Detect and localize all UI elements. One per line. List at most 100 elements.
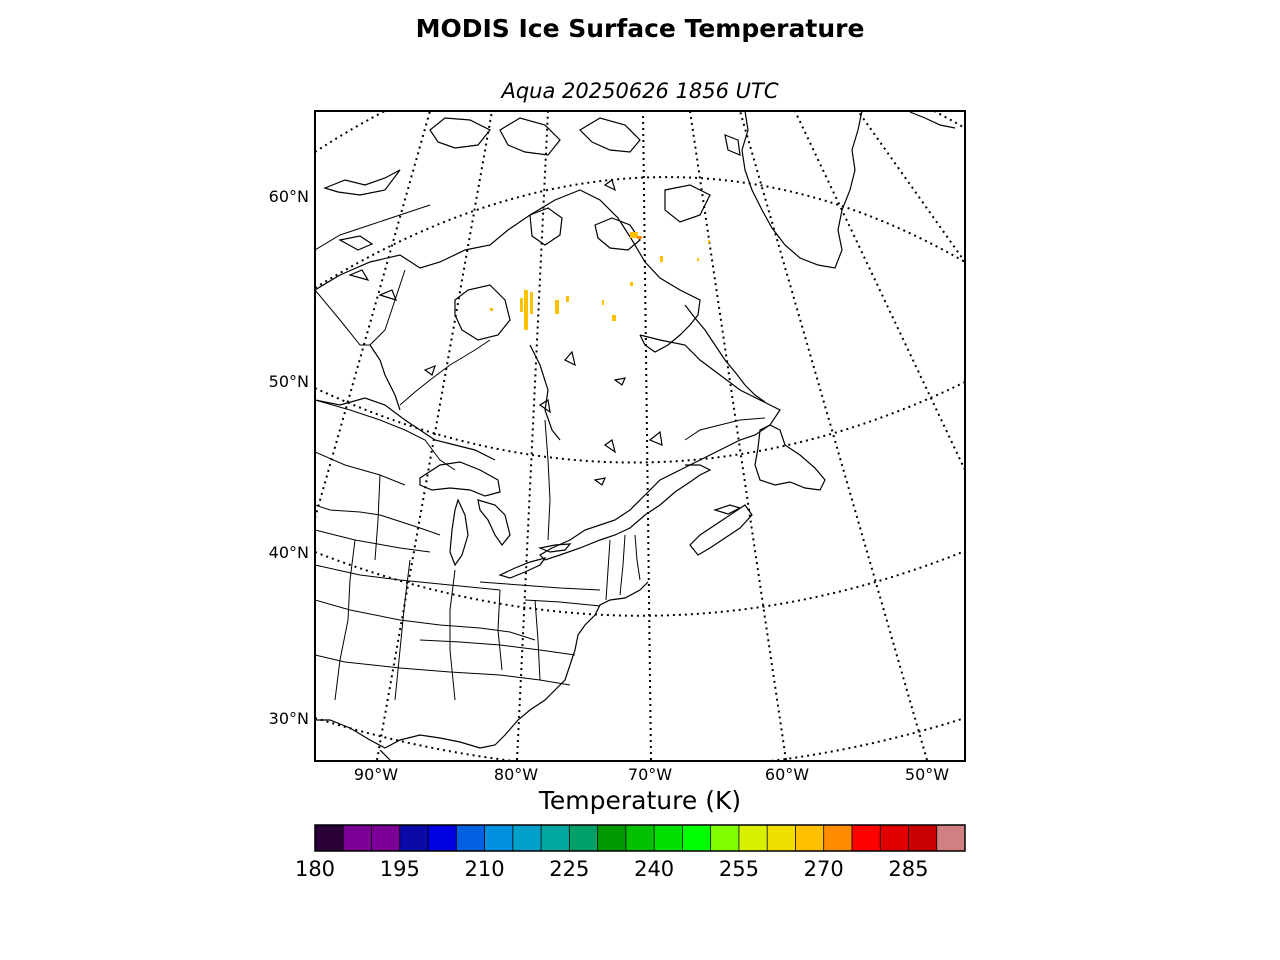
map-area <box>315 111 965 761</box>
longitude-labels: 90°W 80°W 70°W 60°W 50°W <box>354 765 949 784</box>
gridline-lon-90 <box>376 111 493 761</box>
canada-province-border-1 <box>399 339 491 406</box>
florida <box>379 749 391 761</box>
map-frame <box>314 110 966 762</box>
chart-title: MODIS Ice Surface Temperature <box>415 14 865 43</box>
ice-pixel <box>524 290 528 330</box>
state-border-v7 <box>605 539 611 601</box>
colorbar-segment <box>512 825 542 851</box>
lake-superior <box>419 461 501 497</box>
ice-pixel <box>602 300 604 305</box>
colorbar-segment <box>823 825 853 851</box>
colorbar-segment <box>456 825 485 851</box>
canada-province-border-6 <box>369 269 406 346</box>
colorbar-segment <box>767 825 796 851</box>
ice-pixel <box>630 282 633 286</box>
ice-pixel <box>630 232 638 238</box>
longitude-gridlines <box>315 111 965 761</box>
ice-pixel <box>612 315 616 321</box>
hudson-bay-south-coast <box>369 344 401 411</box>
coastlines <box>315 111 956 761</box>
latitude-gridlines <box>315 111 965 761</box>
pei <box>713 504 742 515</box>
colorbar-segment <box>710 825 740 851</box>
small-islands <box>338 111 956 301</box>
gridline-lat-40 <box>315 550 965 617</box>
lat-label-40: 40°N <box>269 543 309 562</box>
colorbar-segment <box>682 825 711 851</box>
state-border-8 <box>524 599 601 607</box>
state-border-1 <box>315 451 406 486</box>
ice-pixel <box>490 308 493 311</box>
state-border-v8 <box>619 534 626 596</box>
ice-pixel <box>660 256 663 262</box>
colorbar-tick-label: 195 <box>380 857 420 881</box>
colorbar-segment <box>569 825 598 851</box>
lon-label-60w: 60°W <box>765 765 809 784</box>
state-border-v2 <box>334 539 356 701</box>
colorbar <box>315 825 966 851</box>
gridline-lon-60 <box>689 111 787 761</box>
canada-us-border <box>315 399 456 471</box>
gridline-lat-50 <box>315 381 965 464</box>
lake-ontario <box>537 543 572 553</box>
lat-label-60: 60°N <box>269 187 309 206</box>
ice-pixel <box>637 236 642 239</box>
state-border-v1 <box>374 474 381 561</box>
gulf-coast <box>315 719 481 749</box>
labrador-coast <box>684 304 766 403</box>
state-border-3 <box>315 529 431 553</box>
gridline-lon-100 <box>315 111 431 519</box>
state-border-v9 <box>634 534 641 581</box>
ice-pixel <box>708 240 710 243</box>
arctic-islands <box>323 117 711 251</box>
lake-huron <box>477 499 511 547</box>
state-border-5 <box>315 599 536 641</box>
ice-temperature-pixels <box>490 232 710 330</box>
gridline-lon-40 <box>794 111 965 471</box>
gridline-lat-60 <box>315 176 965 289</box>
ice-pixel <box>566 296 569 302</box>
ice-pixel <box>520 298 523 312</box>
quebec-coast <box>599 334 781 526</box>
state-border-7 <box>479 581 601 591</box>
gridline-lon-80 <box>516 111 549 761</box>
latitude-labels: 60°N 50°N 40°N 30°N <box>269 187 309 728</box>
canada-province-border-4 <box>684 417 766 441</box>
colorbar-segment <box>908 825 938 851</box>
canada-province-border-3 <box>315 204 431 251</box>
colorbar-segment <box>541 825 570 851</box>
gridline-lat-30 <box>315 717 965 761</box>
lon-label-80w: 80°W <box>494 765 538 784</box>
colorbar-tick-label: 270 <box>804 857 844 881</box>
state-border-v5 <box>497 589 503 671</box>
lon-label-70w: 70°W <box>628 765 672 784</box>
colorbar-tick-label: 210 <box>465 857 505 881</box>
colorbar-segment <box>851 825 881 851</box>
state-border-2 <box>315 504 441 536</box>
ice-pixel <box>555 300 559 314</box>
colorbar-segment <box>371 825 401 851</box>
state-border-v3 <box>394 559 411 701</box>
lon-label-50w: 50°W <box>905 765 949 784</box>
lake-michigan <box>449 498 469 567</box>
canada-province-border-5 <box>315 289 370 346</box>
gridline-lon-50 <box>739 111 928 761</box>
lat-label-30: 30°N <box>269 709 309 728</box>
colorbar-segment <box>738 825 768 851</box>
newfoundland <box>754 424 826 491</box>
greenland <box>741 111 863 269</box>
colorbar-tick-label: 285 <box>888 857 928 881</box>
political-borders <box>315 204 766 701</box>
colorbar-segment <box>343 825 372 851</box>
state-border-6 <box>315 654 571 686</box>
chart-subtitle: Aqua 20250626 1856 UTC <box>501 79 779 103</box>
colorbar-segment <box>315 825 344 851</box>
colorbar-label: Temperature (K) <box>538 786 742 815</box>
colorbar-segment <box>936 825 966 851</box>
lon-label-90w: 90°W <box>354 765 398 784</box>
lake-erie <box>498 556 547 579</box>
gridline-lon-30 <box>857 111 965 263</box>
state-border-4 <box>315 564 501 591</box>
